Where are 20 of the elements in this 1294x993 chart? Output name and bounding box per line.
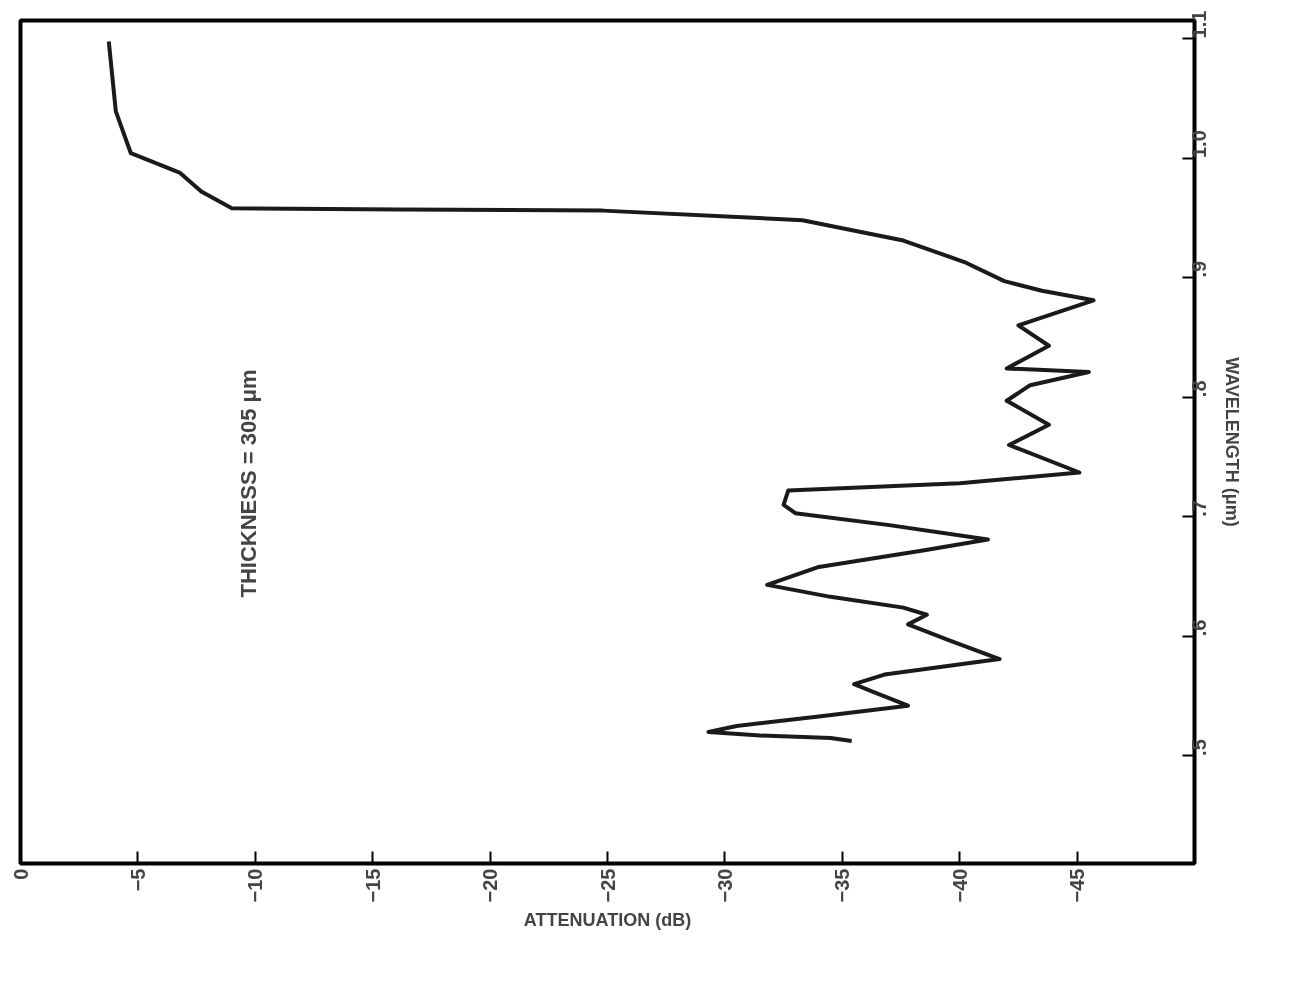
y-axis-title: WAVELENGTH (μm) <box>1221 357 1242 527</box>
y-tick-label: .9 <box>1188 260 1211 278</box>
annotation: THICKNESS = 305 μm <box>235 369 261 598</box>
y-tick-label: .8 <box>1188 380 1211 398</box>
x-tick-label: −20 <box>479 868 502 903</box>
x-tick-label: −25 <box>596 868 619 903</box>
y-tick-label: 1.1 <box>1188 10 1211 39</box>
x-tick-label: −10 <box>244 868 267 903</box>
x-axis-title: ATTENUATION (dB) <box>523 910 692 931</box>
x-tick-label: −15 <box>361 868 384 903</box>
x-tick-label: −40 <box>948 868 971 903</box>
x-tick-label: −5 <box>126 868 149 892</box>
y-tick-label: .6 <box>1188 619 1211 637</box>
x-tick-label: −35 <box>831 868 854 903</box>
y-tick-label: .5 <box>1188 739 1211 756</box>
x-tick-label: −45 <box>1066 868 1089 903</box>
x-tick-label: 0 <box>9 868 32 880</box>
x-tick-label: −30 <box>713 868 736 903</box>
y-tick-label: 1.0 <box>1188 130 1211 159</box>
y-tick-label: .7 <box>1188 500 1211 517</box>
